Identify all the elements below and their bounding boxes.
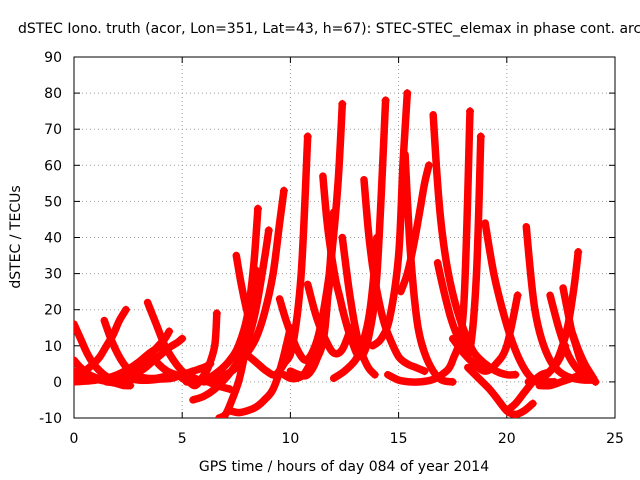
series-arc12-marker xyxy=(212,309,221,318)
series-arc20-marker xyxy=(338,99,347,108)
series-arc19-marker xyxy=(303,132,312,141)
series-arc16-marker xyxy=(279,186,288,195)
series-arc29-marker xyxy=(448,377,457,386)
series-arc40 xyxy=(524,248,582,386)
series-arc15-marker xyxy=(264,226,273,235)
series-arc22-marker xyxy=(329,208,338,217)
series-arc31-marker xyxy=(511,370,520,379)
y-tick-label: 30 xyxy=(44,267,62,283)
series-group xyxy=(74,89,600,418)
y-tick-label: 90 xyxy=(44,50,62,66)
series-arc34 xyxy=(448,291,522,375)
y-tick-label: 20 xyxy=(44,303,62,319)
y-tick-label: -10 xyxy=(39,411,62,427)
y-tick-label: 40 xyxy=(44,231,62,247)
series-arc28-marker xyxy=(403,89,412,98)
x-tick-label: 20 xyxy=(498,431,516,447)
series-arc27 xyxy=(329,233,381,383)
y-tick-label: 60 xyxy=(44,158,62,174)
x-tick-label: 25 xyxy=(606,431,624,447)
series-arc19 xyxy=(245,132,312,379)
series-arc23 xyxy=(303,280,355,358)
y-tick-label: 50 xyxy=(44,194,62,210)
x-tick-label: 5 xyxy=(178,431,187,447)
series-arc11 xyxy=(122,334,186,383)
y-tick-label: 80 xyxy=(44,86,62,102)
series-arc14-marker xyxy=(253,204,262,213)
series-arc36-marker xyxy=(528,399,537,408)
series-arc32-marker xyxy=(466,107,475,116)
x-tick-label: 0 xyxy=(70,431,79,447)
series-arc33-marker xyxy=(476,132,485,141)
series-arc31 xyxy=(429,111,520,379)
series-arc11-marker xyxy=(178,334,187,343)
chart-title: dSTEC Iono. truth (acor, Lon=351, Lat=43… xyxy=(18,21,640,37)
axis-ticks: -10 0 10 20 30 40 50 60 70 80 90 0 5 10 15 20 25 xyxy=(39,50,624,447)
x-tick-label: 10 xyxy=(281,431,299,447)
series-arc34-marker xyxy=(513,291,522,300)
series-arc32 xyxy=(384,107,474,386)
series-arc17-marker xyxy=(245,316,254,325)
series-arc03-marker xyxy=(126,381,135,390)
series-arc30 xyxy=(397,161,433,296)
y-tick-label: 0 xyxy=(53,375,62,391)
series-arc43-marker xyxy=(589,374,598,383)
series-arc25-marker xyxy=(370,370,379,379)
series-arc43 xyxy=(535,370,598,390)
series-arc36 xyxy=(464,363,537,418)
y-tick-label: 70 xyxy=(44,122,62,138)
y-axis-label: dSTEC / TECUs xyxy=(8,185,24,288)
series-arc05 xyxy=(74,305,130,383)
series-arc25 xyxy=(338,233,379,379)
y-tick-label: 10 xyxy=(44,339,62,355)
series-arc17 xyxy=(232,251,254,325)
series-arc24-marker xyxy=(381,96,390,105)
x-axis-label: GPS time / hours of day 084 of year 2014 xyxy=(199,459,489,475)
series-arc26-marker xyxy=(420,367,429,376)
series-arc22 xyxy=(286,208,338,380)
series-arc27-marker xyxy=(372,233,381,242)
series-arc07-marker xyxy=(165,327,174,336)
x-tick-label: 15 xyxy=(390,431,408,447)
series-arc05-marker xyxy=(121,305,130,314)
series-arc33 xyxy=(433,132,485,358)
series-arc40-marker xyxy=(574,247,583,256)
series-arc30-marker xyxy=(424,161,433,170)
series-arc09 xyxy=(124,360,215,385)
series-arc16 xyxy=(200,186,288,386)
